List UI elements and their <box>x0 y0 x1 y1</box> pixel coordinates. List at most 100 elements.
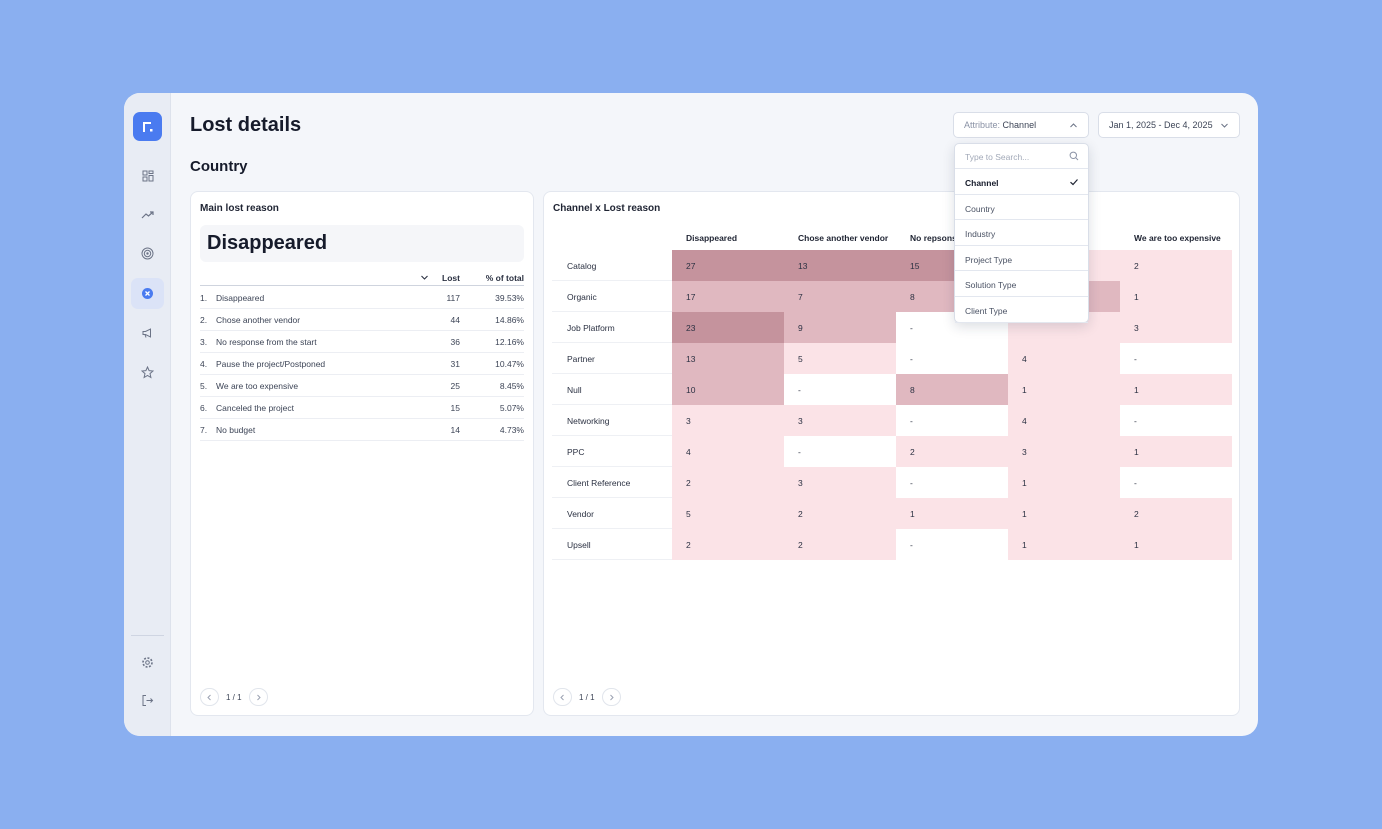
matrix-cell: - <box>896 467 1008 498</box>
matrix-cell: 4 <box>672 436 784 467</box>
sort-desc-icon[interactable] <box>420 273 429 282</box>
matrix-cell: 1 <box>896 498 1008 529</box>
table-row[interactable]: 1. Disappeared 117 39.53% <box>200 287 524 309</box>
matrix-cell: 4 <box>1008 405 1120 436</box>
check-icon <box>1070 179 1078 186</box>
app-logo[interactable] <box>133 112 162 141</box>
row-pct: 8.45% <box>499 381 524 391</box>
matrix-cell-value: 4 <box>1022 416 1027 426</box>
matrix-row-label: Job Platform <box>567 323 615 333</box>
table-row[interactable]: 7. No budget 14 4.73% <box>200 419 524 441</box>
matrix-cell: 3 <box>784 405 896 436</box>
matrix-cell: - <box>896 343 1008 374</box>
matrix-row-label: Organic <box>567 292 597 302</box>
sidebar-divider <box>131 635 164 636</box>
trending-up-icon[interactable] <box>131 199 164 230</box>
matrix-row: Organic 17 7 8 1 <box>552 281 1232 312</box>
matrix-cell-value: 5 <box>798 354 803 364</box>
dropdown-option-country[interactable]: Country <box>955 195 1088 221</box>
matrix-cell-value: - <box>1134 478 1137 488</box>
matrix-cell: 2 <box>896 436 1008 467</box>
dropdown-option-project-type[interactable]: Project Type <box>955 246 1088 272</box>
row-number: 7. <box>200 425 208 435</box>
dropdown-option-channel[interactable]: Channel <box>955 169 1088 195</box>
row-pct: 12.16% <box>495 337 524 347</box>
matrix-cell-value: 1 <box>1134 540 1139 550</box>
prev-page-button[interactable] <box>553 688 572 706</box>
matrix-row-header: Upsell <box>552 529 672 560</box>
table-row[interactable]: 4. Pause the project/Postponed 31 10.47% <box>200 353 524 375</box>
matrix-cell: 27 <box>672 250 784 281</box>
matrix-cell-value: - <box>910 540 913 550</box>
attribute-select[interactable]: Attribute: Channel <box>953 112 1089 138</box>
matrix-cell: 2 <box>1120 498 1232 529</box>
matrix-cell: 13 <box>672 343 784 374</box>
matrix-cell: 3 <box>672 405 784 436</box>
star-icon[interactable] <box>131 357 164 388</box>
matrix-column-label: Disappeared <box>686 233 738 243</box>
matrix-cell: - <box>1120 343 1232 374</box>
dropdown-option-label: Solution Type <box>965 280 1017 291</box>
row-number: 3. <box>200 337 208 347</box>
table-row[interactable]: 5. We are too expensive 25 8.45% <box>200 375 524 397</box>
matrix-pager: 1 / 1 <box>553 688 621 706</box>
dropdown-option-industry[interactable]: Industry <box>955 220 1088 246</box>
table-row[interactable]: 3. No response from the start 36 12.16% <box>200 331 524 353</box>
dropdown-option-client-type[interactable]: Client Type <box>955 297 1088 323</box>
row-lost: 15 <box>450 403 460 413</box>
lost-column-header[interactable]: Lost <box>442 273 460 283</box>
matrix-cell: 5 <box>672 498 784 529</box>
row-number: 1. <box>200 293 208 303</box>
dropdown-option-label: Project Type <box>965 254 1013 265</box>
matrix-cell-value: - <box>910 323 913 333</box>
matrix-cell: 1 <box>1120 374 1232 405</box>
matrix-row-label: Null <box>567 385 582 395</box>
matrix-row-header: Client Reference <box>552 467 672 498</box>
matrix-cell: - <box>1120 405 1232 436</box>
matrix-cell-value: 8 <box>910 292 915 302</box>
matrix-row-header: Vendor <box>552 498 672 529</box>
next-page-button[interactable] <box>248 688 268 706</box>
matrix-cell-value: 1 <box>1134 292 1139 302</box>
main-lost-reason-title: Main lost reason <box>200 203 279 214</box>
logout-icon[interactable] <box>131 685 164 716</box>
row-lost: 44 <box>450 315 460 325</box>
matrix-column-label: Chose another vendor <box>798 233 889 243</box>
dashboard-icon[interactable] <box>131 160 164 191</box>
logo-icon <box>142 121 152 132</box>
matrix-column-header: No repsons <box>896 228 1008 250</box>
next-page-button[interactable] <box>601 688 621 706</box>
matrix-cell-value: 4 <box>1022 354 1027 364</box>
matrix-row: Networking 3 3 - 4 - <box>552 405 1232 436</box>
matrix-cell-value: 15 <box>910 261 920 271</box>
target-icon[interactable] <box>131 238 164 269</box>
page-indicator: 1 / 1 <box>226 692 242 702</box>
pct-column-header[interactable]: % of total <box>485 273 524 283</box>
app-window: Lost details Country Attribute: Channel … <box>124 93 1258 736</box>
matrix-cell: 1 <box>1120 281 1232 312</box>
matrix-column-header: Disappeared <box>672 228 784 250</box>
matrix-row: Partner 13 5 - 4 - <box>552 343 1232 374</box>
matrix-cell-value: - <box>910 354 913 364</box>
row-lost: 14 <box>450 425 460 435</box>
matrix-cell: 17 <box>672 281 784 312</box>
dropdown-option-solution-type[interactable]: Solution Type <box>955 271 1088 297</box>
table-row[interactable]: 2. Chose another vendor 44 14.86% <box>200 309 524 331</box>
matrix-row-label: Vendor <box>567 509 594 519</box>
matrix-row: Client Reference 2 3 - 1 - <box>552 467 1232 498</box>
row-reason: We are too expensive <box>216 381 299 391</box>
matrix-column-header: We are too expensive <box>1120 228 1232 250</box>
table-row[interactable]: 6. Canceled the project 15 5.07% <box>200 397 524 419</box>
top-lost-reason: Disappeared <box>200 225 524 262</box>
dropdown-search-input[interactable]: Type to Search... <box>955 144 1088 169</box>
matrix-row-label: Networking <box>567 416 610 426</box>
matrix-cell-value: 3 <box>686 416 691 426</box>
megaphone-icon[interactable] <box>131 317 164 348</box>
prev-page-button[interactable] <box>200 688 219 706</box>
matrix-cell: 1 <box>1008 467 1120 498</box>
matrix-cell-value: 2 <box>910 447 915 457</box>
date-range-select[interactable]: Jan 1, 2025 - Dec 4, 2025 <box>1098 112 1240 138</box>
settings-icon[interactable] <box>131 647 164 678</box>
lost-icon[interactable] <box>131 278 164 309</box>
matrix-cell: 1 <box>1008 498 1120 529</box>
